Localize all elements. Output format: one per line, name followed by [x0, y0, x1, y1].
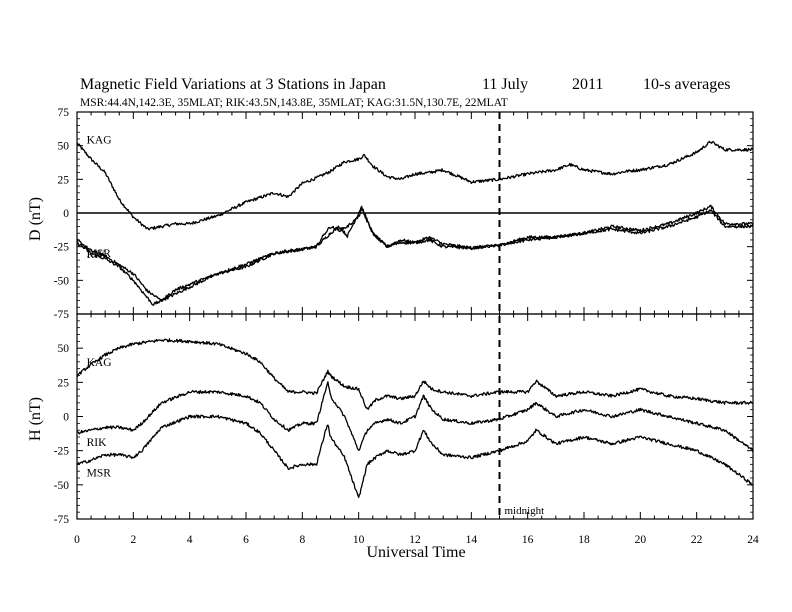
series-label-kag: KAG: [87, 357, 112, 369]
y-tick-label-h: 0: [63, 412, 69, 424]
series-h-rik: [76, 381, 754, 453]
y-tick-label-h: 25: [58, 377, 70, 389]
series-d-msr: [76, 207, 754, 306]
x-axis-label: Universal Time: [366, 544, 465, 561]
x-tick-label: 16: [522, 534, 534, 546]
x-tick-label: 0: [74, 534, 80, 546]
chart-title: Magnetic Field Variations at 3 Stations …: [80, 76, 386, 93]
panel-h-ylabel: H (nT): [27, 397, 44, 441]
chart-year: 2011: [572, 76, 603, 93]
y-tick-label-d: -50: [54, 275, 70, 287]
y-tick-label-d: 75: [58, 107, 70, 119]
chart-averaging: 10-s averages: [643, 76, 731, 93]
series-label-kag: KAG: [87, 134, 112, 146]
y-tick-label-d: 25: [58, 174, 70, 186]
series-d-kag: [76, 140, 754, 231]
x-tick-label: 24: [747, 534, 759, 546]
x-tick-label: 14: [466, 534, 478, 546]
series-label-msr: MSR: [87, 468, 112, 480]
x-tick-label: 10: [353, 534, 365, 546]
series-label-msr: MSR: [87, 248, 112, 260]
x-tick-label: 8: [299, 534, 305, 546]
y-tick-label-d: 50: [58, 141, 70, 153]
series-h-kag: [76, 338, 754, 410]
series-h-msr: [76, 414, 754, 499]
x-tick-label: 12: [409, 534, 421, 546]
panel-d-ylabel: D (nT): [27, 197, 44, 241]
plot-area: -75 -50 -25 0 25 50 75 KAG RIK MSR -75 -50 -25 0 25 50 K…: [54, 107, 759, 546]
x-tick-label: 6: [243, 534, 249, 546]
chart-date: 11 July: [482, 76, 528, 93]
x-tick-label: 2: [130, 534, 136, 546]
y-tick-label-h: 50: [58, 343, 70, 355]
x-tick-label: 22: [691, 534, 703, 546]
y-tick-label-d: 0: [63, 208, 69, 220]
y-tick-label-h: -50: [54, 480, 70, 492]
y-tick-label-d: -75: [54, 309, 70, 321]
y-tick-label-d: -25: [54, 242, 70, 254]
y-tick-label-h: -75: [54, 514, 70, 526]
midnight-marker-label: midnight: [505, 505, 545, 517]
x-tick-label: 20: [635, 534, 647, 546]
chart-subtitle: MSR:44.4N,142.3E, 35MLAT; RIK:43.5N,143.…: [80, 97, 508, 109]
x-tick-label: 18: [578, 534, 590, 546]
x-tick-label: 4: [187, 534, 193, 546]
y-tick-label-h: -25: [54, 446, 70, 458]
series-label-rik: RIK: [87, 437, 108, 449]
